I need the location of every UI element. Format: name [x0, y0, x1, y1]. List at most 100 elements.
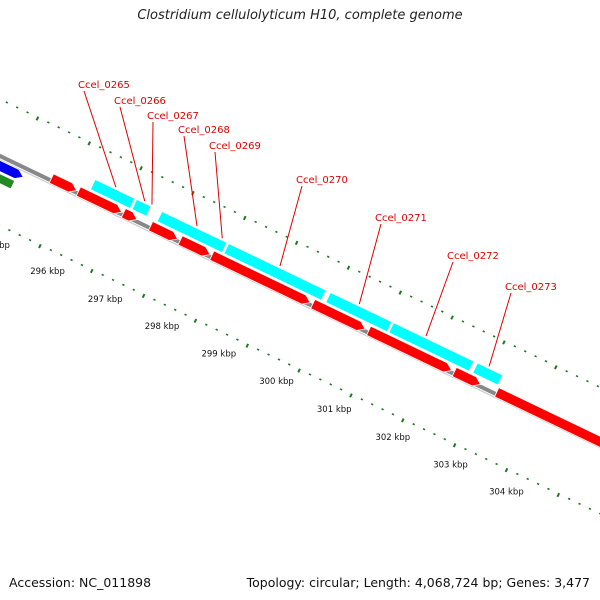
tick-mark: [504, 467, 509, 473]
tick-mark: [181, 185, 185, 189]
tick-mark: [287, 363, 291, 366]
scale-label: 297 kbp: [88, 295, 123, 305]
genome-summary-text: Topology: circular; Length: 4,068,724 bp…: [246, 575, 590, 590]
tick-mark: [461, 320, 465, 323]
tick-mark: [306, 245, 309, 248]
reverse-cds[interactable]: [310, 298, 366, 331]
map-title: Clostridium cellulolyticum H10, complete…: [137, 8, 463, 23]
tick-mark: [38, 243, 42, 249]
forward-cds[interactable]: [156, 211, 228, 254]
other-feature-track: [0, 147, 24, 190]
tick-mark: [256, 348, 260, 351]
tick-mark: [360, 398, 364, 401]
tick-mark: [547, 487, 550, 491]
tick-mark: [171, 180, 175, 184]
gene-label[interactable]: Ccel_0270: [296, 175, 348, 186]
tick-mark: [297, 368, 301, 373]
scale-labels: 295 kbp 296 kbp 297 kbp 298 kbp 299 kbp …: [0, 241, 524, 498]
gene-label[interactable]: Ccel_0265: [78, 80, 130, 91]
tick-mark: [452, 442, 457, 448]
label-leader: [183, 135, 198, 227]
tick-mark: [245, 343, 250, 348]
tick-mark: [319, 378, 322, 381]
tick-mark: [339, 388, 343, 391]
forward-cds[interactable]: [325, 291, 393, 333]
gene-label[interactable]: Ccel_0269: [209, 141, 261, 152]
tick-mark: [161, 175, 164, 179]
reverse-cds[interactable]: [120, 208, 138, 222]
tick-mark: [202, 195, 206, 199]
tick-mark: [111, 278, 115, 282]
label-leader: [279, 185, 303, 267]
forward-cds-track[interactable]: [89, 178, 504, 386]
tick-mark: [233, 210, 237, 214]
tick-mark: [294, 240, 299, 246]
blue-feature[interactable]: [0, 147, 24, 179]
green-feature[interactable]: [0, 157, 16, 190]
tick-mark: [596, 384, 600, 388]
gene-label[interactable]: Ccel_0271: [375, 213, 427, 224]
tick-mark: [267, 353, 270, 356]
forward-cds[interactable]: [223, 243, 327, 301]
gene-label[interactable]: Ccel_0267: [147, 111, 199, 122]
tick-mark: [349, 393, 353, 398]
tick-mark: [513, 345, 517, 348]
reverse-cds[interactable]: [365, 325, 453, 373]
tick-mark: [474, 452, 478, 456]
reverse-cds[interactable]: [48, 173, 78, 193]
tick-mark: [98, 146, 102, 149]
tick-mark: [264, 225, 268, 229]
tick-mark: [401, 418, 405, 423]
reverse-cds[interactable]: [177, 235, 211, 257]
tick-mark: [78, 136, 81, 139]
forward-cds[interactable]: [388, 322, 475, 372]
forward-cds[interactable]: [89, 178, 136, 210]
forward-cds[interactable]: [472, 362, 504, 386]
tick-mark: [378, 280, 382, 283]
tick-mark: [153, 298, 156, 302]
gene-label[interactable]: Ccel_0266: [114, 96, 166, 107]
tick-mark: [184, 313, 187, 316]
tick-mark: [18, 233, 22, 237]
reverse-cds-track[interactable]: [48, 173, 600, 471]
tick-mark: [370, 403, 374, 406]
tick-mark: [443, 437, 447, 441]
forward-cds[interactable]: [131, 198, 152, 217]
label-leader: [358, 223, 382, 305]
gene-label[interactable]: Ccel_0272: [447, 251, 499, 262]
scale-label: 298 kbp: [145, 322, 180, 332]
tick-mark: [484, 457, 488, 461]
gene-label[interactable]: Ccel_0273: [505, 282, 557, 293]
tick-mark: [412, 423, 416, 426]
tick-mark: [544, 360, 548, 363]
tick-mark: [141, 293, 146, 299]
tick-mark: [495, 462, 498, 466]
tick-mark: [578, 502, 581, 506]
reverse-cds[interactable]: [209, 250, 311, 305]
reverse-cds[interactable]: [494, 387, 600, 471]
tick-mark: [433, 432, 436, 436]
tick-mark: [492, 335, 496, 338]
tick-mark: [7, 228, 11, 232]
backbone-highlight: [0, 159, 600, 449]
tick-mark: [225, 333, 229, 336]
tick-mark: [464, 447, 467, 451]
gene-labels: Ccel_0265 Ccel_0266 Ccel_0267 Ccel_0268 …: [78, 80, 557, 293]
reverse-cds[interactable]: [147, 220, 179, 241]
tick-mark: [337, 260, 340, 263]
tick-mark: [398, 290, 403, 295]
label-leader: [488, 292, 512, 367]
tick-mark: [87, 141, 92, 146]
tick-mark: [132, 288, 136, 292]
tick-mark: [26, 111, 29, 114]
tick-mark: [329, 383, 333, 386]
gene-label[interactable]: Ccel_0268: [178, 125, 230, 136]
tick-mark: [139, 166, 143, 171]
tick-mark: [430, 305, 434, 308]
tick-mark: [101, 273, 104, 277]
reverse-cds[interactable]: [75, 186, 123, 215]
reverse-cds[interactable]: [451, 366, 482, 387]
tick-mark: [5, 101, 9, 104]
scale-label: 299 kbp: [201, 349, 236, 359]
tick-mark: [567, 497, 571, 501]
